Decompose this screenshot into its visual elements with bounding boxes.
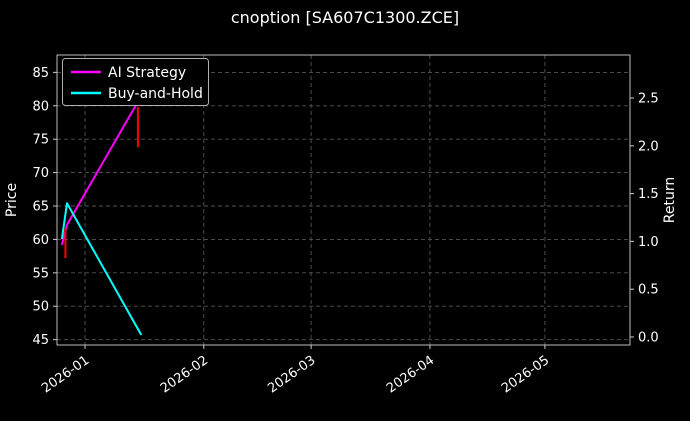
x-axis-tick-label: 2026-01 bbox=[39, 353, 92, 396]
right-axis-tick-label: 0.0 bbox=[638, 330, 659, 345]
left-axis-tick-label: 60 bbox=[32, 233, 49, 248]
right-axis-tick-label: 2.5 bbox=[638, 92, 659, 107]
x-axis-tick-label: 2026-03 bbox=[265, 353, 318, 396]
left-axis-label: Price bbox=[4, 183, 20, 217]
x-axis-tick-label: 2026-02 bbox=[158, 353, 211, 396]
left-axis-tick-label: 75 bbox=[32, 133, 49, 148]
left-axis-tick-label: 70 bbox=[32, 166, 49, 181]
left-axis-tick-label: 50 bbox=[32, 300, 49, 315]
left-axis-tick-label: 45 bbox=[32, 333, 49, 348]
x-axis-tick-label: 2026-05 bbox=[499, 353, 552, 396]
series-line-ai-strategy bbox=[61, 102, 138, 246]
right-axis-label: Return bbox=[662, 177, 678, 223]
left-axis-tick-label: 55 bbox=[32, 266, 49, 281]
legend-label: AI Strategy bbox=[108, 65, 186, 81]
right-axis-tick-label: 0.5 bbox=[638, 283, 659, 298]
left-axis-tick-label: 85 bbox=[32, 66, 49, 81]
x-axis-tick-label: 2026-04 bbox=[384, 353, 437, 396]
plot-border bbox=[56, 54, 631, 346]
series-line-buy-and-hold bbox=[61, 202, 142, 336]
left-axis-tick-label: 80 bbox=[32, 99, 49, 114]
right-axis-tick-label: 1.0 bbox=[638, 235, 659, 250]
left-axis-tick-label: 65 bbox=[32, 200, 49, 215]
right-axis-tick-label: 2.0 bbox=[638, 139, 659, 154]
right-axis-tick-label: 1.5 bbox=[638, 187, 659, 202]
legend-label: Buy-and-Hold bbox=[108, 86, 203, 102]
chart-title: cnoption [SA607C1300.ZCE] bbox=[230, 8, 460, 27]
